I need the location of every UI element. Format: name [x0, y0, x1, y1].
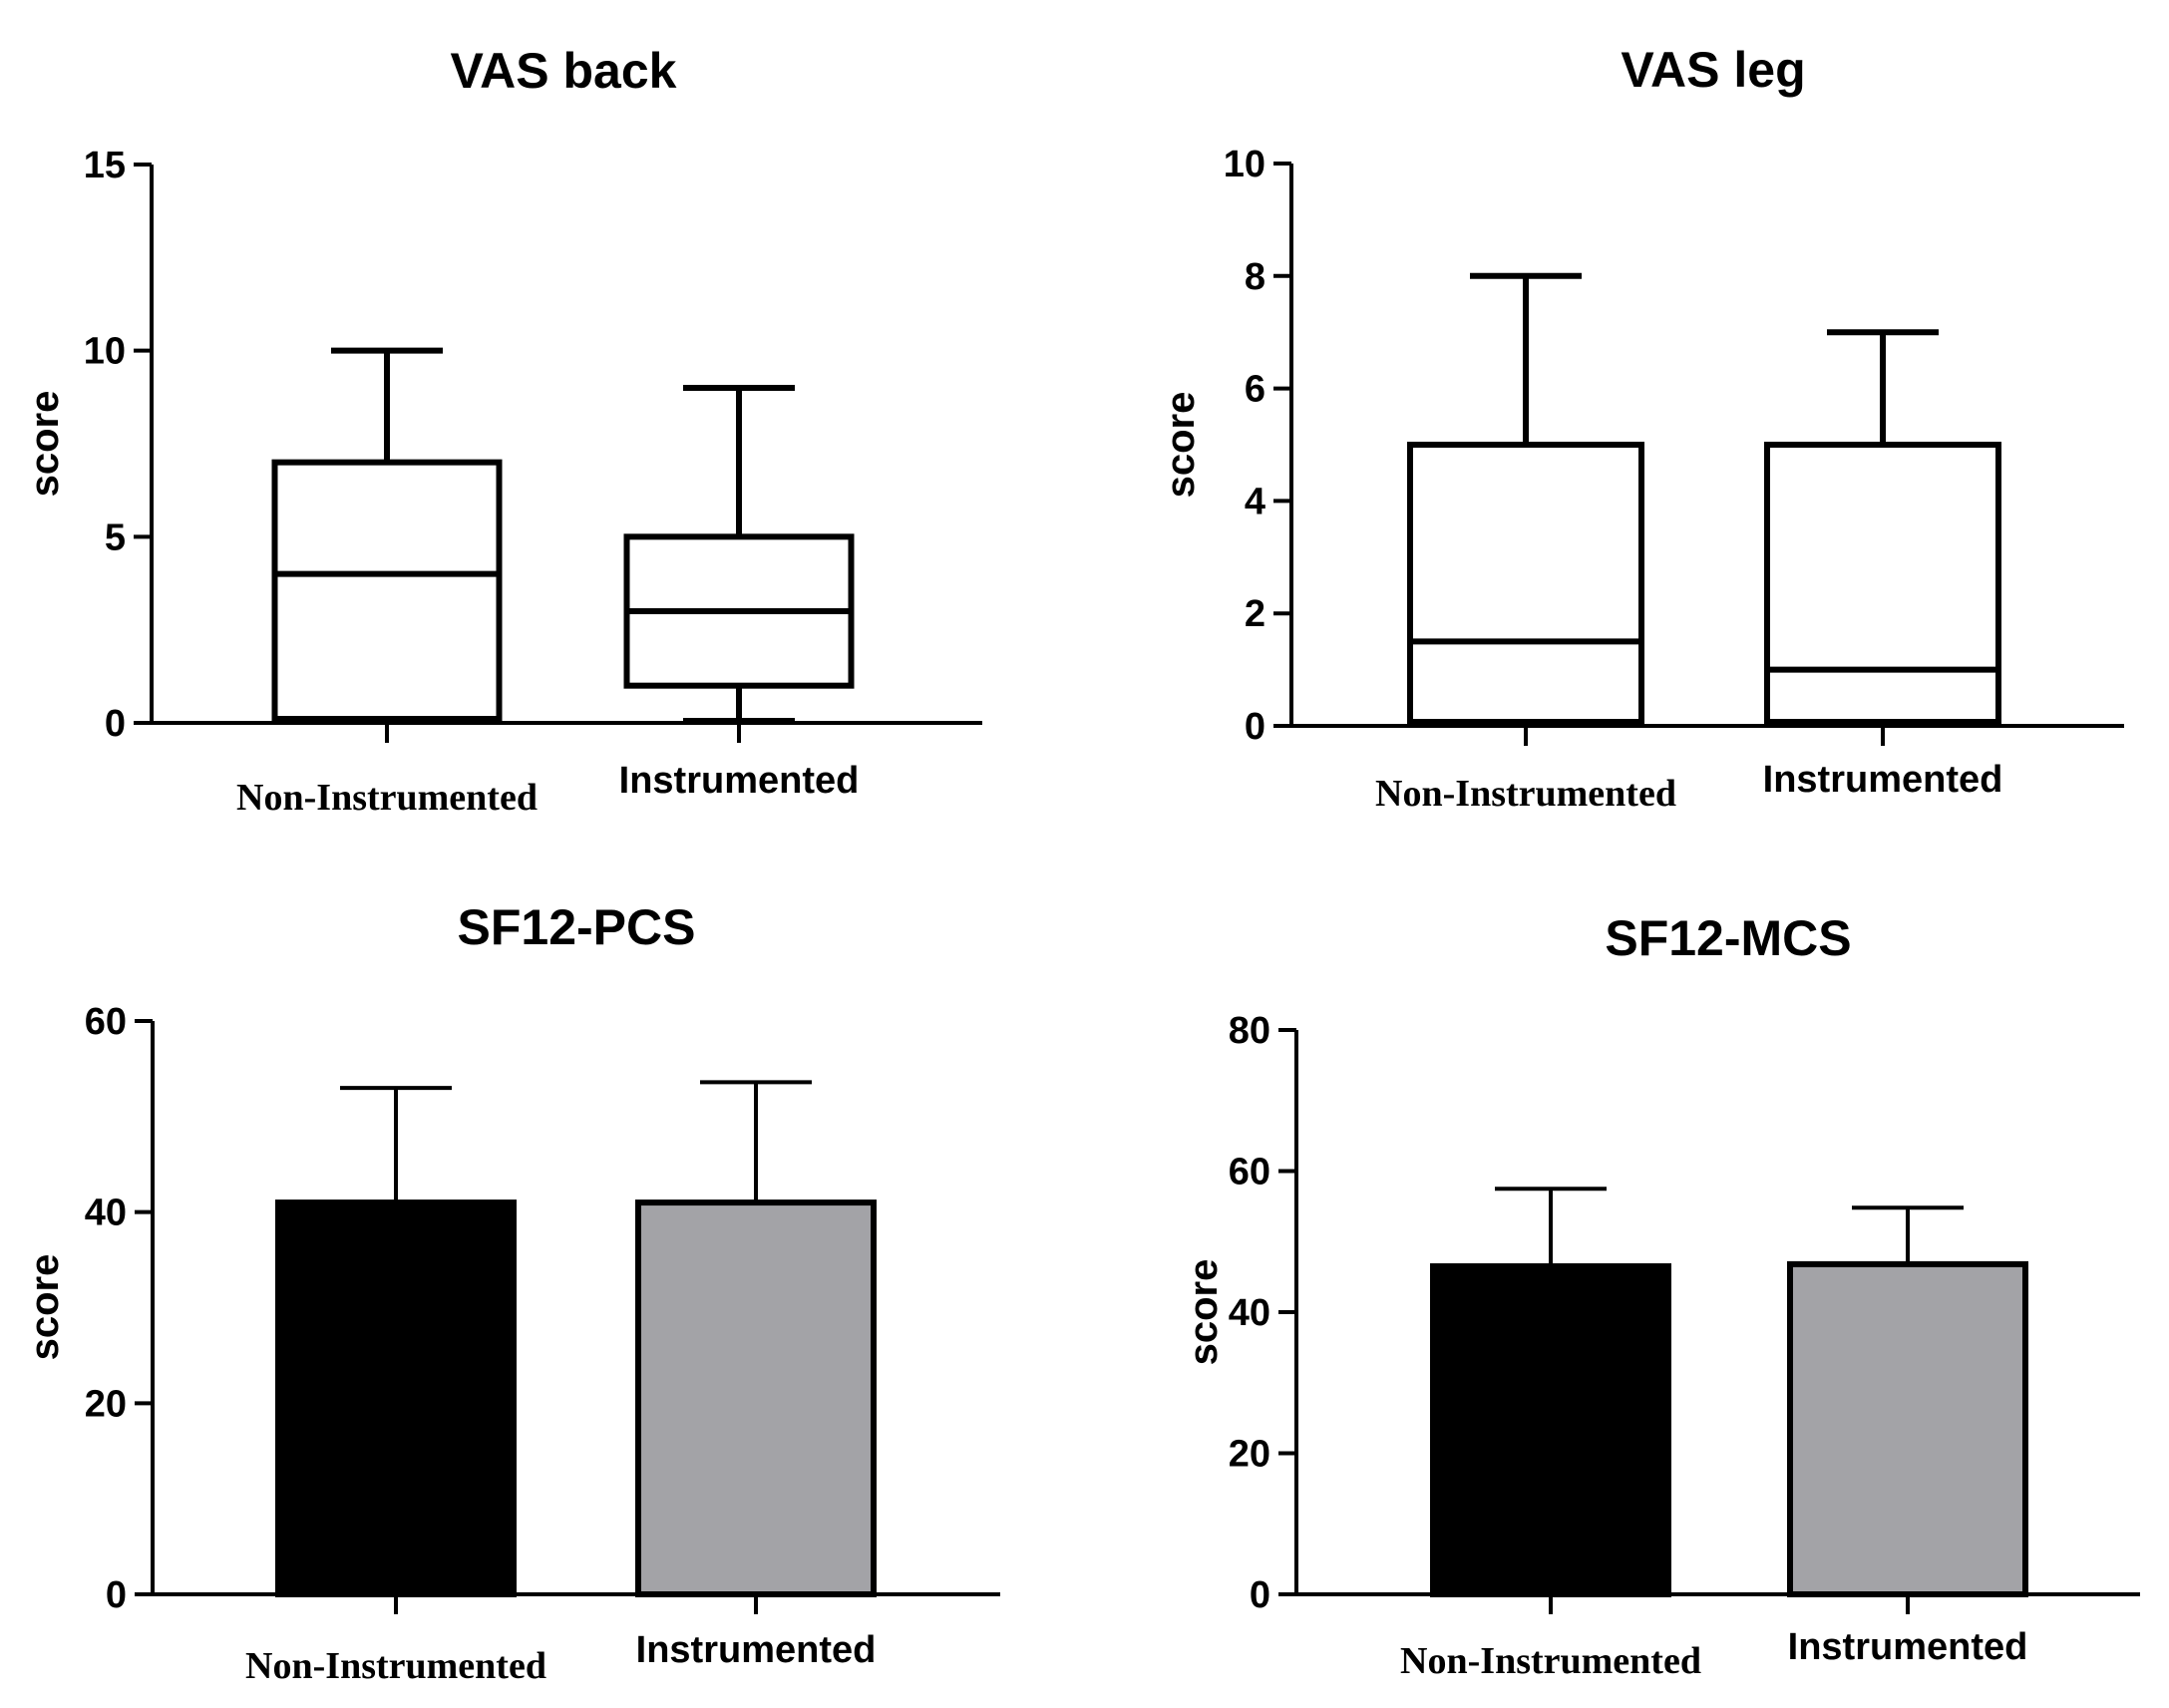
bar — [1430, 1263, 1671, 1597]
y-tick-label: 40 — [1229, 1292, 1270, 1334]
chart-sf12-mcs: SF12-MCS score 0 20 40 60 80 Non-Instrumented In… — [1182, 910, 2140, 1682]
x-category-label: Non-Instrumented — [1375, 773, 1676, 815]
bar — [1787, 1260, 2028, 1597]
y-tick-label: 20 — [85, 1383, 127, 1425]
y-tick-label: 4 — [1245, 481, 1265, 522]
chart-vas-leg: VAS leg score 0 2 4 6 8 10 Non-Instrumented Instr… — [1159, 42, 2124, 815]
y-tick-label: 60 — [85, 1001, 127, 1043]
bar — [275, 1199, 517, 1598]
y-tick-label: 20 — [1229, 1434, 1270, 1476]
y-tick-label: 8 — [1245, 256, 1265, 298]
y-tick-label: 2 — [1245, 593, 1265, 635]
y-tick-label: 40 — [85, 1193, 127, 1234]
chart-title: SF12-MCS — [1605, 910, 1851, 966]
bar — [635, 1199, 877, 1598]
chart-title: VAS back — [451, 43, 677, 99]
y-tick-label: 0 — [105, 703, 126, 745]
x-category-label: Instrumented — [619, 760, 860, 802]
y-tick-label: 15 — [84, 145, 126, 186]
y-tick-label: 0 — [106, 1574, 127, 1616]
x-category-label: Non-Instrumented — [1400, 1640, 1701, 1682]
y-axis-label: score — [1159, 392, 1203, 499]
y-tick-label: 0 — [1250, 1574, 1270, 1616]
y-tick-label: 10 — [84, 331, 126, 373]
chart-title: VAS leg — [1621, 42, 1805, 98]
x-category-label: Non-Instrumented — [236, 777, 538, 819]
x-category-label: Instrumented — [1763, 759, 2003, 801]
chart-sf12-pcs: SF12-PCS score 0 20 40 60 Non-Instrumented Inst… — [23, 899, 1000, 1687]
y-axis-label: score — [23, 391, 67, 498]
charts-container: VAS back score 0 5 10 15 Non-Instrumented Instr… — [23, 42, 2140, 1687]
box — [271, 459, 503, 722]
chart-vas-back: VAS back score 0 5 10 15 Non-Instrumented Instr… — [23, 43, 982, 819]
y-tick-label: 10 — [1224, 144, 1265, 185]
y-axis-label: score — [1182, 1259, 1226, 1366]
y-tick-label: 6 — [1245, 369, 1265, 411]
chart-title: SF12-PCS — [458, 899, 696, 955]
x-category-label: Instrumented — [1788, 1626, 2028, 1668]
y-tick-label: 0 — [1245, 706, 1265, 748]
box — [1764, 442, 2001, 725]
y-tick-label: 80 — [1229, 1010, 1270, 1052]
x-category-label: Non-Instrumented — [245, 1645, 546, 1687]
y-tick-label: 5 — [105, 516, 126, 558]
box — [1407, 442, 1644, 725]
x-category-label: Instrumented — [636, 1629, 877, 1671]
y-tick-label: 60 — [1229, 1152, 1270, 1194]
y-axis-label: score — [23, 1254, 67, 1361]
